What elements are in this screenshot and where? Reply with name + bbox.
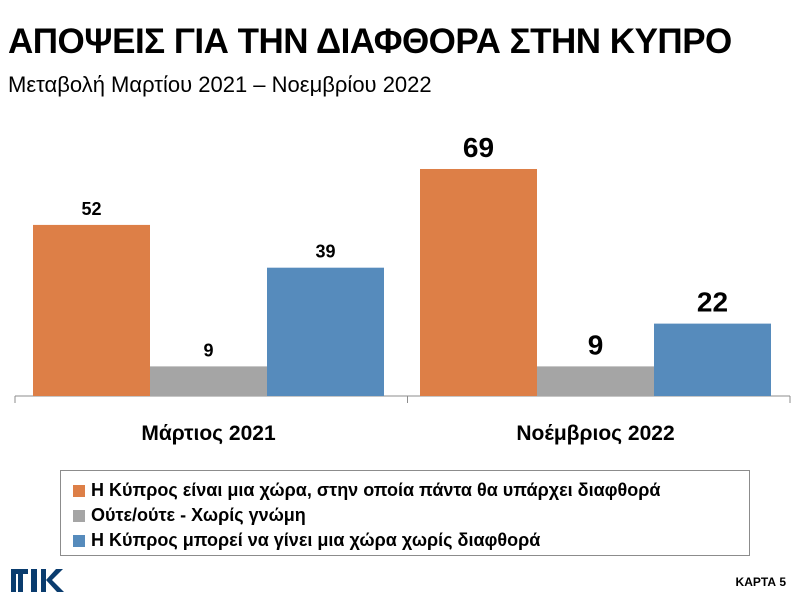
- rik-logo: [11, 569, 64, 592]
- bar: [654, 323, 771, 396]
- chart-legend: Η Κύπρος είναι μια χώρα, στην οποία πάντ…: [60, 470, 750, 556]
- bar: [33, 224, 150, 396]
- card-label: ΚΑΡΤΑ 5: [735, 575, 786, 589]
- data-label: 22: [697, 287, 728, 318]
- data-label: 69: [463, 132, 494, 163]
- data-label: 39: [315, 242, 335, 262]
- bar: [420, 168, 537, 396]
- bar: [267, 267, 384, 396]
- data-label: 52: [81, 199, 101, 219]
- legend-item: Ούτε/ούτε - Χωρίς γνώμη: [73, 503, 749, 528]
- legend-swatch: [73, 509, 85, 522]
- category-label: Μάρτιος 2021: [141, 422, 276, 445]
- legend-item: Η Κύπρος είναι μια χώρα, στην οποία πάντ…: [73, 478, 749, 503]
- legend-item: Η Κύπρος μπορεί να γίνει μια χώρα χωρίς …: [73, 528, 749, 553]
- data-label: 9: [588, 329, 604, 360]
- bar-chart: 52 9 39 Μάρτιος 2021 69 9 22 Νοέμβριος 2022: [14, 132, 791, 445]
- chart-title: ΑΠΟΨΕΙΣ ΓΙΑ ΤΗΝ ΔΙΑΦΘΟΡΑ ΣΤΗΝ ΚΥΠΡΟ: [8, 22, 732, 61]
- bar: [150, 366, 267, 396]
- bar: [537, 366, 654, 396]
- legend-label: Η Κύπρος είναι μια χώρα, στην οποία πάντ…: [91, 480, 661, 500]
- legend-label: Ούτε/ούτε - Χωρίς γνώμη: [91, 505, 306, 525]
- data-label: 9: [203, 340, 213, 360]
- chart-subtitle: Μεταβολή Μαρτίου 2021 – Νοεμβρίου 2022: [8, 72, 432, 97]
- category-label: Νοέμβριος 2022: [516, 422, 674, 445]
- legend-swatch: [73, 534, 85, 547]
- legend-swatch: [73, 484, 85, 497]
- legend-label: Η Κύπρος μπορεί να γίνει μια χώρα χωρίς …: [91, 530, 541, 550]
